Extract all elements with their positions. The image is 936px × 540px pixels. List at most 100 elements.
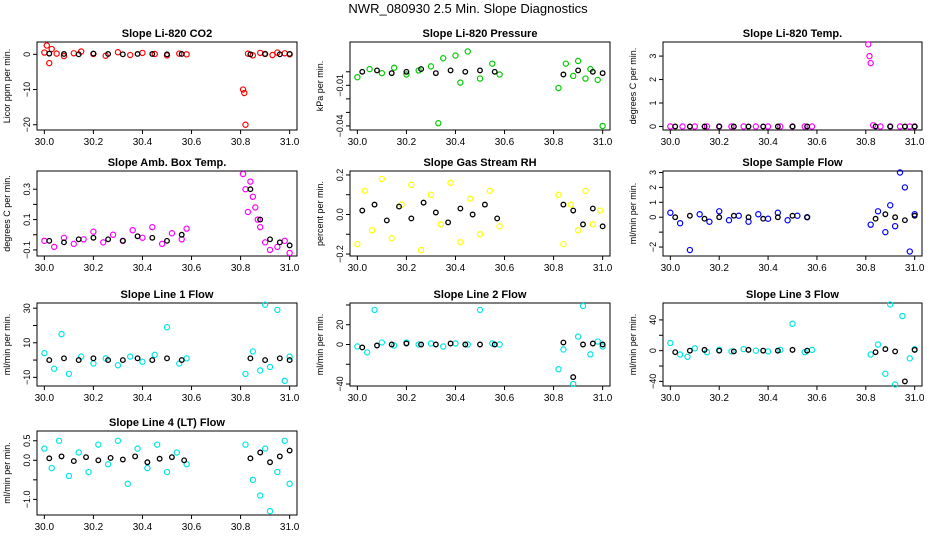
- y-axis-label: ml/min per min.: [2, 314, 12, 376]
- slope-point: [183, 51, 190, 58]
- average-point: [760, 123, 767, 130]
- x-tick-label: 30.8: [856, 263, 876, 274]
- plot-frame: [662, 302, 923, 387]
- chart-panel-5: Slope Gas Stream RH 30.0 30.2 30.4 30.6 30.8 3…: [315, 157, 613, 274]
- slope-point: [555, 191, 562, 198]
- average-point: [247, 355, 254, 362]
- chart-title: Slope Li-820 Pressure: [423, 28, 538, 40]
- y-tick-label: −0.01: [335, 74, 345, 97]
- slope-point: [173, 449, 181, 456]
- slope-point: [274, 306, 281, 314]
- y-axis-label: degrees C per min.: [2, 175, 12, 252]
- slope-point: [740, 345, 747, 353]
- average-point: [457, 205, 464, 212]
- x-tick-label: 30.4: [133, 522, 153, 533]
- x-tick-label: 31.0: [905, 137, 925, 148]
- slope-point: [151, 351, 158, 359]
- average-point: [701, 123, 708, 130]
- average-point: [247, 51, 254, 58]
- average-point: [119, 456, 126, 463]
- average-point: [267, 236, 273, 243]
- average-point: [872, 349, 879, 356]
- slope-point: [239, 170, 247, 178]
- slope-point: [452, 340, 459, 347]
- slope-point: [70, 240, 77, 248]
- chart-title: Slope Amb. Box Temp.: [108, 157, 227, 169]
- plot-frame: [349, 41, 611, 131]
- slope-point: [437, 221, 444, 228]
- x-tick-label: 31.0: [280, 263, 300, 274]
- y-tick-label: −10: [22, 82, 32, 97]
- x-tick-label: 30.0: [35, 393, 55, 404]
- average-point: [134, 233, 141, 240]
- x-tick-label: 30.8: [544, 137, 564, 148]
- slope-point: [242, 121, 249, 128]
- slope-point: [476, 75, 484, 82]
- slope-point: [415, 341, 422, 348]
- average-point: [730, 348, 737, 355]
- plot-frame: [662, 170, 923, 257]
- slope-point: [589, 221, 597, 228]
- slope-point: [911, 211, 918, 218]
- y-tick-label: −0.1: [22, 241, 32, 259]
- average-point: [580, 221, 586, 228]
- y-tick-label: −10: [22, 370, 32, 385]
- slope-point: [906, 248, 913, 255]
- slope-point: [560, 346, 567, 353]
- x-tick-label: 30.4: [758, 263, 778, 274]
- x-tick-label: 30.0: [661, 137, 681, 148]
- average-point: [774, 214, 781, 221]
- average-point: [745, 214, 752, 221]
- y-tick-label: 20: [335, 320, 345, 330]
- average-point: [70, 458, 77, 465]
- average-point: [701, 346, 708, 353]
- plot-frame: [349, 170, 611, 257]
- x-tick-label: 30.4: [758, 393, 778, 404]
- slope-point: [144, 464, 151, 472]
- slope-point: [249, 348, 257, 355]
- slope-point: [378, 339, 386, 346]
- y-tick-label: 0.1: [22, 213, 32, 226]
- average-point: [276, 355, 283, 362]
- average-point: [575, 67, 582, 74]
- average-point: [46, 357, 53, 364]
- slope-point: [241, 89, 248, 97]
- average-point: [247, 455, 254, 462]
- average-point: [61, 51, 67, 57]
- slope-point: [570, 72, 577, 80]
- slope-point: [134, 445, 141, 452]
- slope-point: [457, 238, 464, 246]
- average-point: [408, 215, 415, 222]
- slope-point: [794, 212, 801, 219]
- slope-point: [254, 216, 261, 223]
- x-tick-label: 30.8: [231, 393, 251, 404]
- slope-point: [464, 48, 471, 55]
- average-point: [276, 239, 283, 246]
- slope-point: [65, 370, 73, 378]
- slope-point: [427, 340, 435, 347]
- x-tick-label: 30.4: [446, 137, 466, 148]
- chart-title: Slope Li-820 Temp.: [743, 28, 842, 40]
- slope-point: [48, 45, 55, 53]
- average-point: [95, 457, 102, 464]
- slope-point: [281, 437, 288, 444]
- y-tick-label: 1: [648, 200, 658, 205]
- average-point: [887, 123, 894, 130]
- average-point: [383, 217, 390, 224]
- x-tick-label: 30.8: [544, 263, 564, 274]
- average-point: [156, 455, 163, 462]
- slope-point: [65, 472, 73, 480]
- average-point: [901, 378, 908, 385]
- slope-point: [715, 208, 723, 215]
- slope-point: [354, 343, 361, 350]
- slope-point: [764, 123, 772, 130]
- slope-point: [874, 341, 882, 348]
- plot-frame: [662, 41, 923, 131]
- y-tick-label: 3: [648, 54, 658, 59]
- slope-point: [257, 223, 264, 231]
- slope-point: [75, 449, 82, 456]
- slope-point: [109, 231, 117, 238]
- x-tick-label: 30.4: [446, 263, 466, 274]
- average-point: [432, 70, 439, 77]
- chart-title: Slope Sample Flow: [742, 157, 843, 169]
